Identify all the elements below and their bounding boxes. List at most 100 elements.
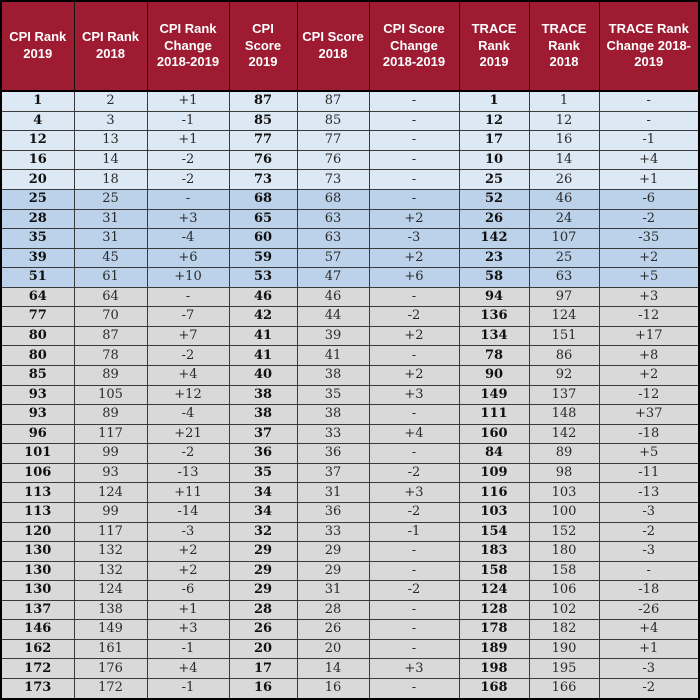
table-cell: 107: [528, 228, 600, 249]
table-cell: +2: [146, 541, 230, 562]
table-cell: 106: [528, 580, 600, 601]
table-cell: 190: [528, 638, 600, 660]
table-cell: 17: [458, 130, 530, 151]
table-cell: 173: [0, 678, 75, 700]
table-cell: +4: [598, 149, 700, 171]
table-cell: 47: [296, 267, 370, 288]
table-cell: 25: [528, 247, 600, 269]
table-cell: 40: [228, 365, 298, 386]
table-cell: -2: [598, 208, 700, 230]
table-cell: 46: [228, 286, 298, 308]
table-cell: -18: [598, 580, 700, 601]
table-cell: 39: [0, 247, 75, 269]
table-cell: 77: [0, 306, 75, 327]
table-cell: 25: [73, 188, 148, 210]
table-cell: 46: [296, 286, 370, 308]
table-cell: +2: [368, 325, 460, 347]
table-cell: -6: [146, 580, 230, 601]
table-row: 1 2 +1 87 87-1 1-: [0, 90, 700, 112]
table-cell: -2: [368, 462, 460, 484]
table-row: 4 3 -1 85 85-12 12-: [0, 110, 700, 132]
table-cell: 99: [73, 443, 148, 464]
table-cell: 42: [228, 306, 298, 327]
table-cell: 113: [0, 501, 75, 523]
table-cell: 20: [228, 638, 298, 660]
table-cell: 33: [296, 521, 370, 543]
table-cell: 35: [228, 462, 298, 484]
table-cell: -2: [146, 149, 230, 171]
table-row: 25 25-68 68-52 46 -6: [0, 188, 700, 210]
table-cell: 172: [73, 678, 148, 700]
table-cell: +1: [146, 130, 230, 151]
table-cell: 68: [296, 188, 370, 210]
table-cell: 29: [228, 580, 298, 601]
table-cell: -: [368, 599, 460, 621]
table-cell: 151: [528, 325, 600, 347]
table-cell: +4: [146, 365, 230, 386]
table-cell: 87: [228, 90, 298, 112]
table-cell: 38: [228, 404, 298, 425]
table-cell: -: [598, 560, 700, 582]
table-cell: 14: [296, 658, 370, 680]
table-cell: -14: [146, 501, 230, 523]
table-row: 173 172 -1 16 16-168 166 -2: [0, 678, 700, 700]
table-cell: 38: [296, 365, 370, 386]
table-cell: 76: [296, 149, 370, 171]
table-cell: 106: [0, 462, 75, 484]
table-row: 162 161 -1 20 20-189 190 +1: [0, 638, 700, 660]
table-cell: 12: [458, 110, 530, 132]
header-cell-col6: CPI Score Change 2018-2019: [368, 0, 460, 92]
table-cell: -2: [598, 521, 700, 543]
table-cell: 23: [458, 247, 530, 269]
table-cell: -6: [598, 188, 700, 210]
table-cell: 16: [228, 678, 298, 700]
table-cell: +6: [146, 247, 230, 269]
table-cell: 36: [296, 501, 370, 523]
table-cell: 105: [73, 384, 148, 406]
table-cell: -2: [368, 580, 460, 601]
table-cell: +1: [598, 638, 700, 660]
table-cell: 68: [228, 188, 298, 210]
table-cell: -1: [146, 110, 230, 132]
table-cell: 29: [228, 541, 298, 562]
table-cell: +1: [146, 599, 230, 621]
table-cell: 89: [73, 365, 148, 386]
table-cell: 103: [458, 501, 530, 523]
table-cell: -2: [368, 306, 460, 327]
table-cell: -: [368, 678, 460, 700]
table-cell: 137: [528, 384, 600, 406]
table-row: 35 31 -4 60 63 -3 142 107 -35: [0, 228, 700, 249]
header-cell-col9: TRACE Rank Change 2018-2019: [598, 0, 700, 92]
table-cell: -11: [598, 462, 700, 484]
table-cell: 93: [0, 384, 75, 406]
table-cell: +6: [368, 267, 460, 288]
table-row: 77 70 -7 42 44 -2 136 124 -12: [0, 306, 700, 327]
table-cell: -: [146, 286, 230, 308]
table-cell: 38: [296, 404, 370, 425]
table-cell: +3: [368, 482, 460, 503]
table-cell: -: [368, 90, 460, 112]
table-cell: -: [368, 541, 460, 562]
table-cell: +1: [598, 169, 700, 190]
table-cell: 84: [458, 443, 530, 464]
table-cell: 93: [73, 462, 148, 484]
table-cell: -2: [146, 345, 230, 367]
table-cell: 4: [0, 110, 75, 132]
table-cell: -: [368, 188, 460, 210]
table-cell: +2: [368, 208, 460, 230]
table-cell: 41: [228, 345, 298, 367]
table-cell: 99: [73, 501, 148, 523]
table-cell: 33: [296, 423, 370, 445]
table-row: 80 78 -2 41 41-78 86 +8: [0, 345, 700, 367]
table-row: 113 99 -14 34 36 -2 103 100 -3: [0, 501, 700, 523]
table-cell: 57: [296, 247, 370, 269]
table-cell: 132: [73, 541, 148, 562]
table-cell: 25: [0, 188, 75, 210]
table-cell: 162: [0, 638, 75, 660]
table-cell: 63: [296, 208, 370, 230]
table-body: 1 2 +1 87 87-1 1-4 3 -1 85 85-12 12-12 13 +1 77 77-17 1…: [0, 90, 700, 700]
table-row: 12 13 +1 77 77-17 16 -1: [0, 130, 700, 151]
table-cell: 94: [458, 286, 530, 308]
table-cell: 172: [0, 658, 75, 680]
table-cell: 20: [296, 638, 370, 660]
